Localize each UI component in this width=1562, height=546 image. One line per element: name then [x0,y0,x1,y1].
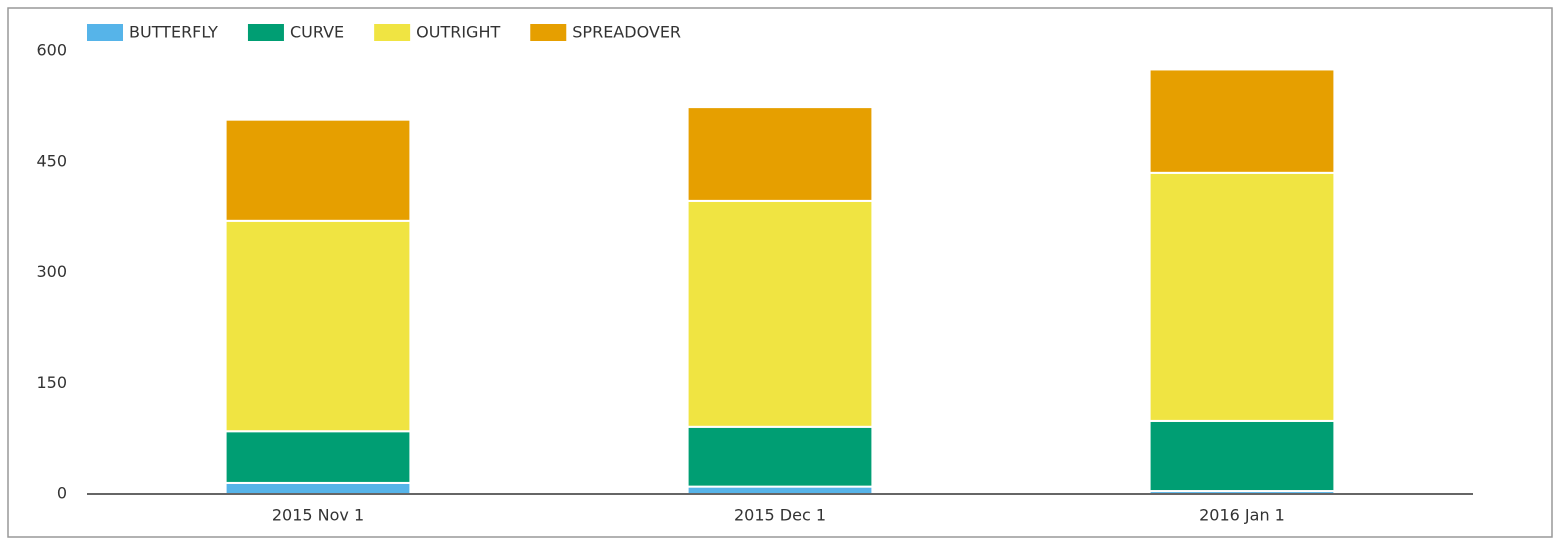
legend-label: SPREADOVER [572,23,681,42]
bar-segment [686,425,874,488]
y-tick-label: 300 [36,262,67,281]
y-tick-label: 450 [36,151,67,170]
bar-segment [686,199,874,428]
bar-segment [224,481,412,495]
bar-segment [224,118,412,222]
legend-swatch [247,24,284,41]
bar-segment [1148,68,1336,174]
chart-border [7,7,1553,538]
bar-segment [686,106,874,202]
bar-segment [686,485,874,496]
legend-label: CURVE [290,23,344,42]
bar-segment [224,430,412,484]
legend-swatch [87,24,123,41]
bar-segment [1148,419,1336,493]
legend-label: OUTRIGHT [416,23,500,42]
y-tick-label: 150 [36,373,67,392]
x-tick-label: 2015 Nov 1 [272,506,364,525]
legend-swatch [374,24,411,41]
y-tick-label: 0 [57,484,67,503]
bar-segment [224,219,412,433]
bar-segment [1148,171,1336,422]
x-tick-label: 2015 Dec 1 [734,506,826,525]
legend-swatch [530,24,567,41]
legend-label: BUTTERFLY [129,23,218,42]
y-tick-label: 600 [36,41,67,60]
x-tick-label: 2016 Jan 1 [1199,506,1285,525]
